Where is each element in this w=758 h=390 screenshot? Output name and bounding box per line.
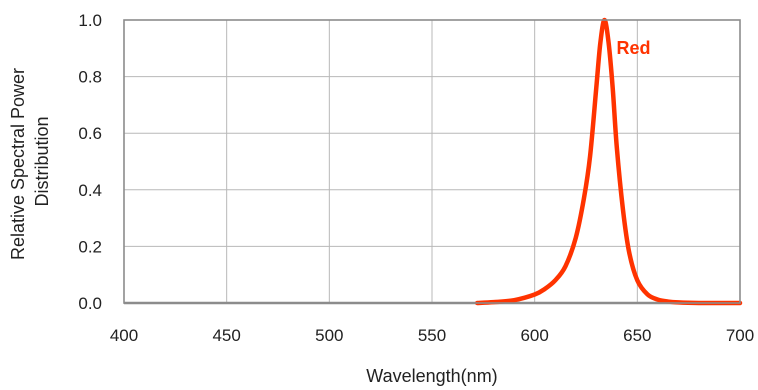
x-tick-label: 500 (315, 326, 343, 345)
series-line-red (474, 17, 743, 306)
x-tick-label: 700 (726, 326, 754, 345)
x-tick-label: 450 (212, 326, 240, 345)
y-tick-label: 0.6 (78, 124, 102, 143)
y-tick-label: 0.2 (78, 237, 102, 256)
series-label-red: Red (616, 38, 650, 58)
x-tick-label: 600 (520, 326, 548, 345)
y-tick-labels: 0.0 0.2 0.4 0.6 0.8 1.0 (78, 11, 102, 313)
x-tick-label: 550 (418, 326, 446, 345)
series-label-layer: Red (616, 38, 650, 58)
x-tick-labels: 400 450 500 550 600 650 700 (110, 326, 754, 345)
y-axis-title-line-2: Distribution (32, 116, 52, 206)
y-tick-label: 0.8 (78, 68, 102, 87)
x-tick-label: 650 (623, 326, 651, 345)
x-axis-title: Wavelength(nm) (366, 366, 497, 386)
y-tick-label: 1.0 (78, 11, 102, 30)
y-tick-label: 0.0 (78, 294, 102, 313)
y-tick-label: 0.4 (78, 181, 102, 200)
series-layer (474, 17, 743, 306)
y-axis-title: Relative Spectral Power Distribution (8, 63, 52, 260)
y-axis-title-line-1: Relative Spectral Power (8, 68, 28, 260)
plot-frame (123, 19, 741, 304)
grid-layer (123, 19, 741, 305)
x-tick-label: 400 (110, 326, 138, 345)
